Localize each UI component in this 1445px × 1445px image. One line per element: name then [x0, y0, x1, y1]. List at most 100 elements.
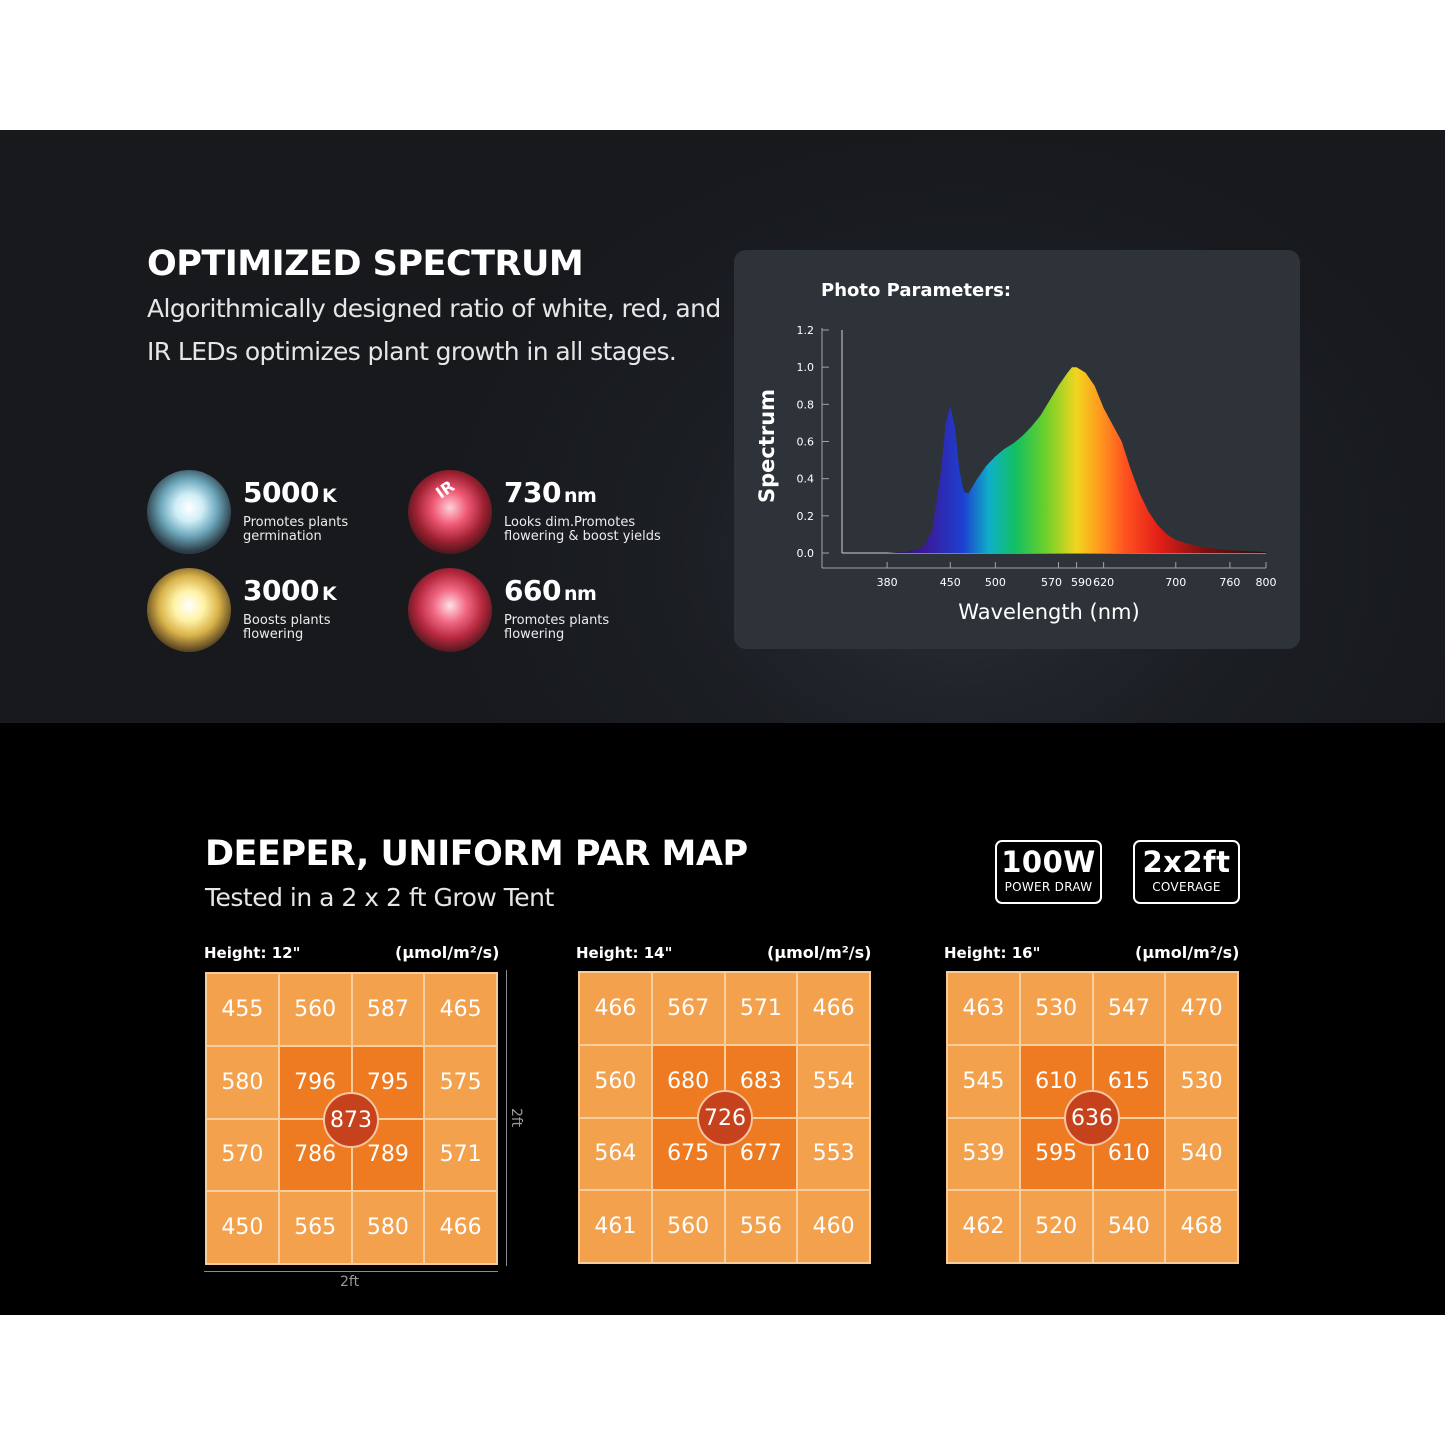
par-grid: 463 530 547 470 545 610 615 530 539 595 610 540 462 5… [946, 971, 1239, 1264]
feature-desc: flowering [504, 627, 565, 642]
par-title: DEEPER, UNIFORM PAR MAP [205, 834, 748, 874]
par-cell: 530 [1019, 972, 1093, 1045]
y-tick-label: 1.2 [797, 324, 815, 337]
par-unit: (µmol/m²/s) [395, 943, 500, 962]
par-center-value: 726 [697, 1090, 753, 1146]
par-cell: 470 [1165, 972, 1238, 1045]
x-tick-label: 760 [1219, 576, 1240, 589]
par-cell: 587 [351, 973, 425, 1046]
x-tick-label: 450 [940, 576, 961, 589]
par-cell: 530 [1165, 1044, 1238, 1118]
feature-unit: K [321, 583, 337, 605]
par-cell: 571 [424, 1118, 497, 1192]
white-led-icon [147, 470, 231, 554]
feature-3000k: 3000 K Boosts plants flowering [147, 568, 387, 654]
par-cell: 675 [651, 1117, 725, 1191]
x-tick-label: 590 [1071, 576, 1092, 589]
par-cell: 580 [351, 1191, 425, 1264]
par-cell: 554 [797, 1044, 870, 1118]
par-cell: 560 [651, 1190, 725, 1263]
feature-desc: Boosts plants [243, 613, 331, 628]
par-cell: 545 [947, 1044, 1020, 1118]
x-tick-label: 570 [1041, 576, 1062, 589]
par-cell: 540 [1092, 1190, 1166, 1263]
par-cell: 567 [651, 972, 725, 1045]
par-cell: 450 [206, 1191, 279, 1264]
par-cell: 570 [206, 1118, 279, 1192]
par-cell: 455 [206, 973, 279, 1046]
par-cell: 461 [579, 1190, 652, 1263]
par-unit: (µmol/m²/s) [767, 943, 872, 962]
height-label: Height: [576, 944, 639, 962]
height-label: Height: [944, 944, 1007, 962]
par-cell: 615 [1092, 1044, 1166, 1118]
feature-desc: Promotes plants [504, 613, 610, 628]
y-tick-label: 1.0 [797, 361, 815, 374]
power-draw-badge: 100W POWER DRAW [995, 840, 1102, 904]
feature-unit: nm [563, 583, 597, 605]
badge-label: POWER DRAW [1004, 880, 1093, 894]
height-value: 12" [271, 944, 301, 962]
x-tick-label: 700 [1165, 576, 1186, 589]
x-tick-label: 500 [985, 576, 1006, 589]
width-dimension-label: 2ft [340, 1274, 360, 1290]
par-cell: 539 [947, 1117, 1020, 1191]
par-cell: 560 [579, 1044, 652, 1118]
par-center-value: 873 [323, 1092, 379, 1148]
feature-desc: flowering [243, 627, 304, 642]
par-unit: (µmol/m²/s) [1135, 943, 1240, 962]
feature-5000k: 5000 K Promotes plants germination [147, 470, 387, 556]
y-tick-label: 0.0 [797, 547, 815, 560]
par-cell: 520 [1019, 1190, 1093, 1263]
badge-value: 2x2ft [1142, 845, 1231, 879]
par-cell: 460 [797, 1190, 870, 1263]
feature-value: 660 [504, 574, 561, 607]
spectrum-subtitle-line2: IR LEDs optimizes plant growth in all st… [147, 337, 677, 366]
par-cell: 462 [947, 1190, 1020, 1263]
par-cell: 466 [424, 1191, 497, 1264]
par-cell: 575 [424, 1045, 497, 1119]
feature-value: 5000 [243, 476, 319, 509]
par-cell: 466 [797, 972, 870, 1045]
par-cell: 465 [424, 973, 497, 1046]
x-axis: 380 450 500 570 590 620 700 760 800 [822, 562, 1277, 589]
par-cell: 680 [651, 1044, 725, 1118]
feature-desc: germination [243, 529, 322, 544]
y-tick-label: 0.2 [797, 510, 815, 523]
badge-value: 100W [1001, 845, 1096, 879]
feature-value: 3000 [243, 574, 319, 607]
height-label: Height: [204, 944, 267, 962]
par-cell: 580 [206, 1045, 279, 1119]
x-tick-label: 620 [1093, 576, 1114, 589]
badge-label: COVERAGE [1152, 880, 1221, 894]
red-led-icon [408, 568, 492, 652]
x-tick-label: 800 [1256, 576, 1277, 589]
height-value: 14" [643, 944, 673, 962]
spectrum-chart: Photo Parameters: Spectrum Wavelength (n… [755, 280, 1277, 624]
par-cell: 553 [797, 1117, 870, 1191]
warm-led-icon [147, 568, 231, 652]
ir-led-icon: IR [408, 470, 492, 554]
spectrum-area [887, 367, 1266, 553]
spectrum-subtitle-line1: Algorithmically designed ratio of white,… [147, 294, 721, 323]
y-tick-label: 0.6 [797, 436, 815, 449]
ir-chip-label: IR [432, 476, 459, 503]
feature-desc: Promotes plants [243, 515, 349, 530]
par-grid: 455 560 587 465 580 796 795 575 570 786 789 571 450 5… [205, 972, 498, 1265]
feature-value: 730 [504, 476, 561, 509]
feature-unit: nm [563, 485, 597, 507]
spectrum-chart-card: Photo Parameters: Spectrum Wavelength (n… [734, 250, 1300, 649]
chart-xlabel: Wavelength (nm) [958, 600, 1139, 624]
par-subtitle: Tested in a 2 x 2 ft Grow Tent [205, 883, 554, 912]
par-cell: 463 [947, 972, 1020, 1045]
par-cell: 466 [579, 972, 652, 1045]
par-cell: 564 [579, 1117, 652, 1191]
feature-660nm: 660 nm Promotes plants flowering [408, 568, 648, 654]
par-cell: 540 [1165, 1117, 1238, 1191]
feature-unit: K [321, 485, 337, 507]
spectrum-title: OPTIMIZED SPECTRUM [147, 244, 584, 284]
y-tick-label: 0.4 [797, 473, 815, 486]
x-tick-label: 380 [877, 576, 898, 589]
depth-dimension-line [506, 970, 507, 1266]
par-center-value: 636 [1064, 1090, 1120, 1146]
